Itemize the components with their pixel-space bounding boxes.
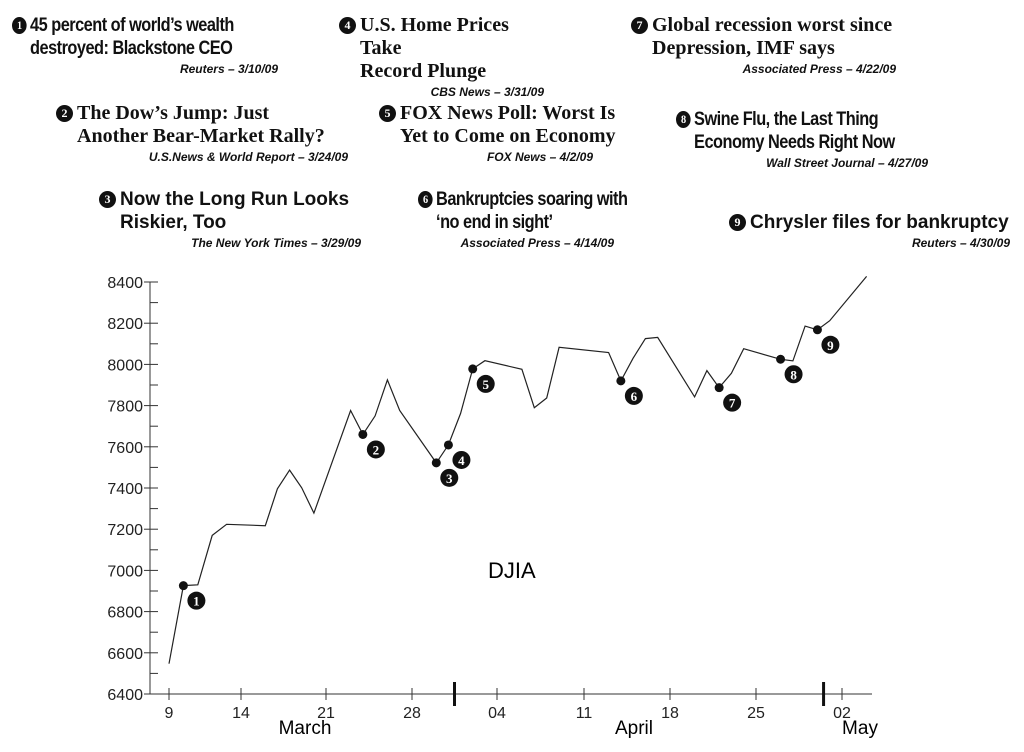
- number-badge-icon: 1: [12, 17, 27, 34]
- headline-text: Riskier, Too: [120, 212, 227, 233]
- headline-source: The New York Times – 3/29/09: [191, 236, 361, 250]
- headline-1: 1 45 percent of world’s wealth destroyed: …: [12, 14, 278, 77]
- marker-badge-9: [821, 335, 840, 354]
- y-tick-label: 8200: [107, 316, 143, 333]
- headline-2: 2 The Dow’s Jump: Just Another Bear-Market…: [56, 102, 348, 165]
- headline-source: Associated Press – 4/22/09: [742, 62, 896, 76]
- marker-label: 7: [729, 396, 736, 411]
- marker-dot: [616, 376, 626, 386]
- x-tick-label: 18: [661, 705, 679, 722]
- month-label-march: March: [279, 718, 332, 739]
- headline-text: Swine Flu, the Last Thing: [694, 109, 879, 130]
- marker-label: 2: [373, 442, 380, 457]
- series-label: DJIA: [488, 558, 536, 583]
- marker-badge-6: [624, 386, 643, 405]
- headline-6: 6 Bankruptcies soaring with ‘no end in sig…: [418, 188, 628, 251]
- headline-5: 5 FOX News Poll: Worst Is Yet to Come on E…: [379, 102, 633, 165]
- headline-text: Record Plunge: [360, 60, 487, 82]
- marker-dot: [358, 429, 368, 439]
- marker-label: 1: [193, 594, 200, 609]
- headline-source: Reuters – 4/30/09: [911, 236, 1010, 250]
- marker-badge-7: [723, 393, 742, 412]
- djia-line: [168, 276, 868, 664]
- marker-badge-4: [452, 450, 471, 469]
- headline-source: Reuters – 3/10/09: [179, 62, 278, 76]
- marker-label: 9: [827, 338, 834, 353]
- x-tick-label: 28: [403, 705, 421, 722]
- number-badge-icon: 3: [99, 191, 116, 208]
- headline-text: Economy Needs Right Now: [694, 132, 895, 153]
- headline-source: Wall Street Journal – 4/27/09: [766, 156, 928, 170]
- y-tick-label: 7800: [107, 399, 143, 416]
- y-tick-label: 7600: [107, 440, 143, 457]
- headline-source: U.S.News & World Report – 3/24/09: [148, 150, 348, 164]
- marker-label: 4: [458, 453, 465, 468]
- headline-text: Bankruptcies soaring with: [436, 189, 628, 210]
- headline-source: CBS News – 3/31/09: [430, 85, 544, 99]
- marker-dot: [443, 440, 453, 450]
- number-badge-icon: 5: [379, 105, 396, 122]
- y-tick-label: 6400: [107, 687, 143, 704]
- headline-text: ‘no end in sight’: [436, 212, 553, 233]
- marker-badge-2: [366, 440, 385, 459]
- x-tick-label: 14: [232, 705, 250, 722]
- headline-7: 7 Global recession worst since Depression,…: [631, 14, 896, 77]
- headline-text: Depression, IMF says: [652, 37, 835, 59]
- marker-label: 8: [790, 367, 797, 382]
- number-badge-icon: 9: [729, 214, 746, 231]
- headline-8: 8 Swine Flu, the Last Thing Economy Needs …: [676, 108, 928, 171]
- y-tick-label: 8400: [107, 275, 143, 292]
- headline-text: Now the Long Run Looks: [120, 189, 350, 210]
- headline-source: FOX News – 4/2/09: [486, 150, 593, 164]
- y-tick-label: 8000: [107, 357, 143, 374]
- marker-label: 5: [482, 377, 489, 392]
- y-tick-label: 6600: [107, 646, 143, 663]
- headline-source: Associated Press – 4/14/09: [460, 236, 614, 250]
- headline-text: FOX News Poll: Worst Is: [400, 102, 616, 124]
- y-tick-label: 7400: [107, 481, 143, 498]
- marker-dot: [468, 364, 478, 374]
- y-tick-label: 6800: [107, 605, 143, 622]
- x-tick-label: 9: [165, 705, 174, 722]
- x-tick-label: 11: [576, 705, 593, 722]
- x-tick-label: 21: [317, 705, 335, 722]
- y-tick-label: 7000: [107, 563, 143, 580]
- number-badge-icon: 4: [339, 17, 356, 34]
- headline-3: 3 Now the Long Run Looks Riskier, Too The …: [99, 188, 361, 251]
- x-tick-label: 25: [747, 705, 765, 722]
- marker-badge-3: [440, 468, 459, 487]
- headline-text: destroyed: Blackstone CEO: [30, 38, 233, 59]
- x-tick-label: 02: [833, 705, 851, 722]
- headline-text: 45 percent of world’s wealth: [30, 15, 234, 36]
- marker-dot: [776, 354, 786, 364]
- y-tick-label: 7200: [107, 522, 143, 539]
- headline-text: The Dow’s Jump: Just: [77, 102, 270, 124]
- headline-text: Global recession worst since: [652, 14, 893, 36]
- marker-badge-8: [784, 365, 803, 384]
- number-badge-icon: 7: [631, 17, 648, 34]
- marker-dot: [431, 458, 441, 468]
- month-label-april: April: [615, 718, 653, 739]
- number-badge-icon: 8: [676, 111, 691, 128]
- marker-label: 3: [446, 471, 453, 486]
- headline-text: U.S. Home Prices Take: [360, 14, 509, 59]
- headline-text: Yet to Come on Economy: [400, 125, 616, 147]
- x-tick-label: 04: [488, 705, 506, 722]
- marker-label: 6: [631, 389, 638, 404]
- marker-dot: [714, 383, 724, 393]
- marker-dot: [812, 325, 822, 335]
- marker-badge-1: [187, 591, 206, 610]
- marker-dot: [178, 581, 188, 591]
- headline-4: 4 U.S. Home Prices Take Record Plunge CBS …: [339, 14, 544, 100]
- number-badge-icon: 2: [56, 105, 73, 122]
- month-label-may: May: [842, 718, 878, 739]
- marker-badge-5: [476, 374, 495, 393]
- headline-text: Chrysler files for bankruptcy: [750, 212, 1009, 233]
- number-badge-icon: 6: [418, 191, 433, 208]
- headline-9: 9 Chrysler files for bankruptcy Reuters –…: [729, 211, 1010, 251]
- headline-text: Another Bear-Market Rally?: [77, 125, 325, 147]
